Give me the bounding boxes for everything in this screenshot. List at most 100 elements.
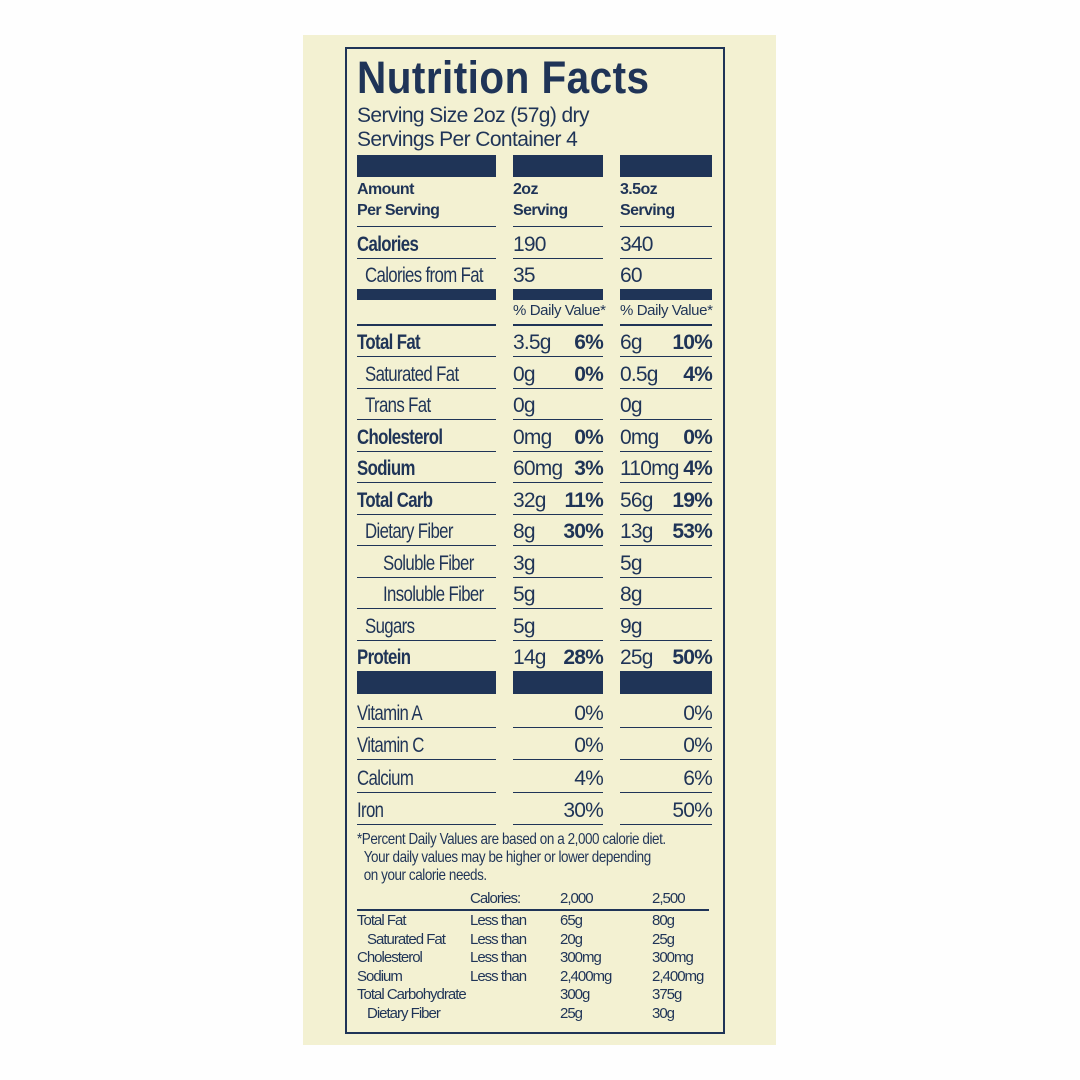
column-header-line: Serving: [620, 202, 675, 219]
nutrient-label: Trans Fat: [365, 394, 431, 417]
row-label: Iron: [357, 794, 496, 825]
column-header: 2oz Serving: [513, 179, 603, 227]
percent-daily-value: 11%: [564, 488, 604, 512]
footnote-line: on your calorie needs.: [363, 867, 487, 884]
percent-daily-value: 19%: [672, 488, 712, 512]
amount: 110mg: [620, 457, 679, 480]
amount: 5g: [620, 551, 643, 575]
amount: 5g: [513, 583, 536, 606]
amount: 0mg: [620, 425, 659, 449]
amount: 0g: [513, 362, 536, 386]
amount: 56g: [620, 488, 653, 512]
amount: 60: [620, 264, 643, 287]
row-value: 32g 11%: [513, 484, 604, 515]
percent-daily-value: 10%: [672, 331, 712, 354]
amount: 8g: [513, 520, 536, 543]
percent-daily-value: 6%: [574, 331, 604, 354]
percent-daily-value: 4%: [683, 362, 713, 386]
row-value: 0.5g 4%: [620, 358, 713, 389]
daily-value-header: % Daily Value*: [620, 302, 713, 319]
reference-value-2500: 2,400mg: [652, 967, 704, 985]
nutrient-label: Insoluble Fiber: [383, 583, 484, 606]
percent-daily-value: 0%: [574, 425, 604, 449]
daily-value-header: % Daily Value*: [513, 302, 606, 319]
nutrient-label: Soluble Fiber: [383, 551, 474, 575]
reference-label: Sodium: [357, 967, 403, 985]
row-value: 6%: [620, 762, 713, 793]
reference-condition: Less than: [470, 930, 527, 948]
percent-daily-value: 4%: [683, 457, 713, 480]
row-value: 0%: [513, 697, 604, 728]
reference-header: Calories:: [470, 890, 521, 907]
nutrient-label: Calories from Fat: [365, 264, 484, 287]
row-value: 35: [513, 259, 603, 290]
percent-daily-value: 50%: [672, 646, 712, 669]
percent-daily-value: 30%: [563, 520, 603, 543]
row-label: Trans Fat: [357, 389, 496, 420]
reference-header: 2,000: [560, 890, 594, 907]
percent-daily-value: 0%: [683, 702, 713, 725]
reference-label: Total Carbohydrate: [357, 986, 467, 1003]
row-value: 5g: [513, 578, 603, 609]
percent-daily-value: 0%: [683, 425, 713, 449]
nutrient-label: Dietary Fiber: [365, 520, 453, 543]
reference-value-2500: 30g: [652, 1004, 675, 1022]
row-label: Sugars: [357, 610, 496, 641]
reference-value-2000: 20g: [560, 930, 583, 948]
nutrient-label: Saturated Fat: [365, 362, 459, 386]
label-panel: [303, 35, 776, 1045]
row-label: Sodium: [357, 452, 496, 483]
reference-condition: Less than: [470, 912, 527, 929]
percent-daily-value: 30%: [563, 798, 603, 822]
nutrient-label: Sugars: [365, 614, 415, 638]
row-value: 3.5g 6%: [513, 326, 604, 357]
row-label: Saturated Fat: [357, 358, 496, 389]
reference-label: Total Fat: [357, 912, 407, 929]
reference-condition: Less than: [470, 949, 527, 966]
title: Nutrition Facts: [357, 52, 650, 103]
reference-value-2000: 300mg: [560, 949, 602, 966]
row-value: 3g: [513, 547, 603, 578]
amount: 5g: [513, 614, 536, 638]
thick-divider: [357, 672, 496, 694]
reference-value-2500: 25g: [652, 930, 675, 948]
amount: 0mg: [513, 425, 552, 449]
row-label: Cholesterol: [357, 421, 496, 452]
thick-divider: [620, 155, 712, 177]
row-value: 0%: [620, 729, 713, 761]
row-value: 340: [620, 228, 712, 259]
row-value: 6g 10%: [620, 326, 713, 357]
thick-divider: [513, 155, 603, 177]
column-header: Amount Per Serving: [357, 179, 496, 227]
nutrient-label: Sodium: [357, 457, 415, 480]
row-value: 5g: [513, 610, 603, 641]
amount: 32g: [513, 488, 546, 512]
row-value: 9g: [620, 610, 712, 641]
servings-per-container: Servings Per Container 4: [357, 128, 578, 151]
row-label: Total Fat: [357, 326, 496, 357]
row-value: 14g 28%: [513, 641, 604, 672]
thick-divider: [513, 672, 603, 694]
amount: 0g: [620, 394, 643, 417]
row-value: 13g 53%: [620, 515, 713, 546]
amount: 9g: [620, 614, 643, 638]
column-header: 3.5oz Serving: [620, 179, 712, 227]
amount: 0g: [513, 394, 536, 417]
amount: 14g: [513, 646, 546, 669]
percent-daily-value: 0%: [683, 734, 713, 758]
reference-label: Saturated Fat: [367, 930, 446, 948]
percent-daily-value: 28%: [563, 646, 603, 669]
row-label: Protein: [357, 641, 496, 672]
divider: [620, 324, 712, 326]
reference-header: 2,500: [652, 890, 686, 907]
reference-label: Dietary Fiber: [367, 1004, 441, 1022]
reference-label: Cholesterol: [357, 949, 423, 966]
amount: 25g: [620, 646, 653, 669]
row-value: 0mg 0%: [620, 421, 713, 452]
row-label: Calcium: [357, 762, 496, 793]
amount: 340: [620, 233, 653, 256]
row-value: 50%: [620, 794, 713, 825]
percent-daily-value: 6%: [683, 766, 713, 790]
percent-daily-value: 53%: [672, 520, 712, 543]
amount: 35: [513, 264, 536, 287]
